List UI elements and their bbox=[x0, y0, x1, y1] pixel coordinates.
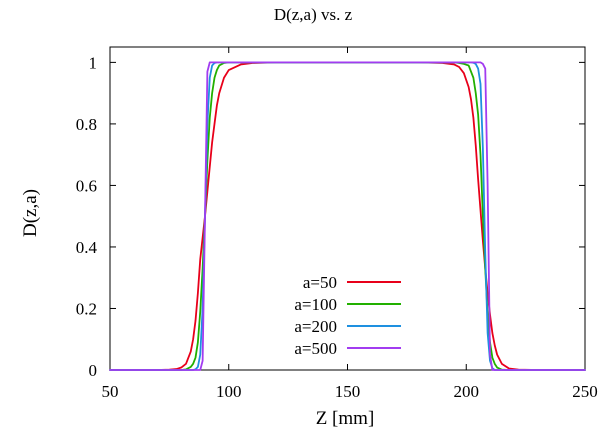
x-tick-label: 200 bbox=[454, 382, 480, 401]
chart-title: D(z,a) vs. z bbox=[274, 5, 353, 24]
x-tick-label: 50 bbox=[102, 382, 119, 401]
y-tick-label: 1 bbox=[89, 53, 98, 72]
y-tick-label: 0.2 bbox=[76, 299, 97, 318]
x-tick-label: 150 bbox=[335, 382, 361, 401]
tick-layer: 50 100 150 200 250 0 0.2 0.4 0.6 0.8 1 bbox=[76, 47, 598, 401]
y-tick-label: 0 bbox=[89, 361, 98, 380]
legend-label: a=200 bbox=[294, 317, 337, 336]
series-layer bbox=[109, 61, 586, 371]
y-tick-label: 0.8 bbox=[76, 115, 97, 134]
series-line-2 bbox=[109, 61, 586, 371]
y-tick-label: 0.4 bbox=[76, 238, 98, 257]
x-tick-label: 100 bbox=[216, 382, 242, 401]
y-tick-label: 0.6 bbox=[76, 176, 97, 195]
legend-label: a=50 bbox=[303, 273, 337, 292]
series-line-0 bbox=[109, 61, 586, 371]
series-line-1 bbox=[109, 61, 586, 371]
plot-frame bbox=[109, 46, 586, 371]
legend: a=50 a=100 a=200 a=500 bbox=[294, 273, 401, 358]
series-line-3 bbox=[109, 61, 586, 371]
y-axis-label: D(z,a) bbox=[20, 189, 41, 237]
legend-label: a=500 bbox=[294, 339, 337, 358]
x-axis-label: Z [mm] bbox=[316, 408, 375, 429]
legend-label: a=100 bbox=[294, 295, 337, 314]
x-tick-label: 250 bbox=[572, 382, 598, 401]
